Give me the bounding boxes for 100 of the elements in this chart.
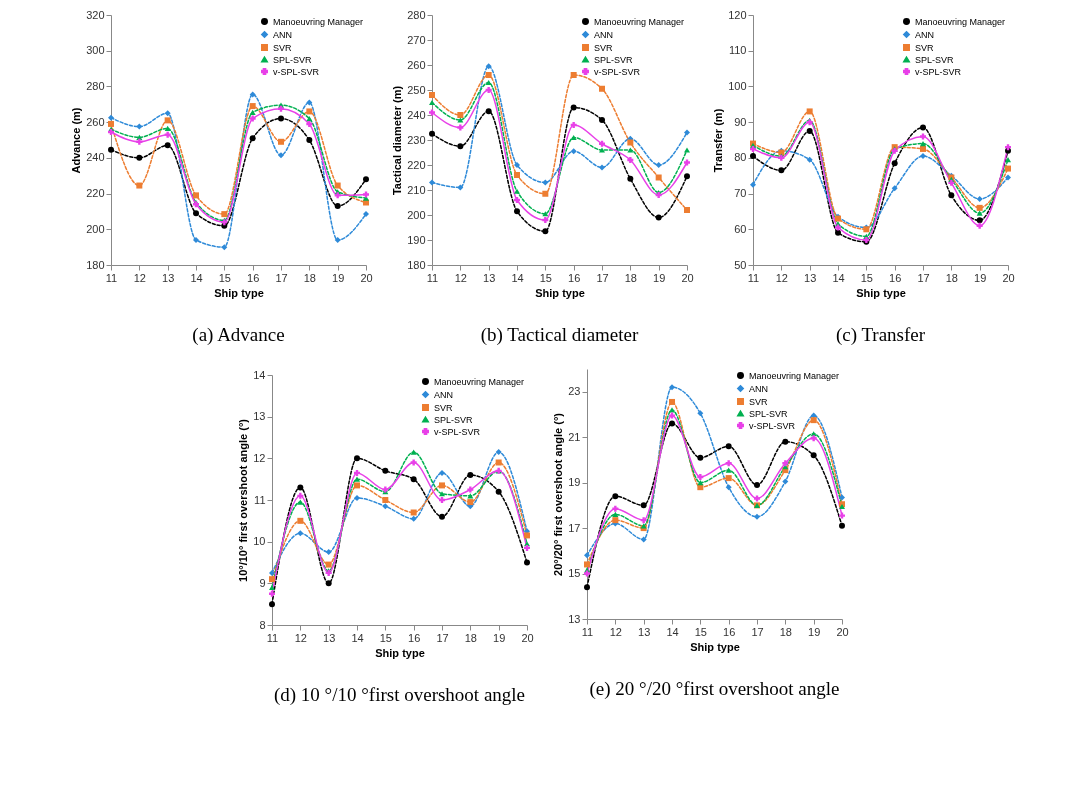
x-axis-title: Ship type	[856, 286, 906, 299]
legend-label: Manoeuvring Manager	[748, 370, 839, 381]
x-tick-label: 11	[581, 625, 593, 638]
x-tick-label: 20	[681, 271, 694, 284]
y-tick-label: 260	[407, 58, 426, 71]
x-tick-label: 19	[974, 271, 987, 284]
legend-label: Manoeuvring Manager	[273, 16, 364, 27]
x-tick-label: 12	[133, 271, 146, 284]
x-axis-title: Ship type	[689, 640, 740, 653]
y-tick-label: 9	[258, 576, 265, 589]
x-tick-label: 11	[747, 271, 760, 284]
legend-label: SPL-SVR	[915, 54, 955, 65]
y-tick-label: 10	[252, 535, 265, 548]
x-tick-label: 13	[804, 271, 817, 284]
legend-label: ANN	[594, 29, 614, 40]
x-tick-label: 19	[653, 271, 666, 284]
x-tick-label: 12	[775, 271, 788, 284]
legend-label: ANN	[273, 29, 293, 40]
legend-label: ANN	[748, 383, 768, 394]
y-tick-label: 13	[567, 612, 580, 625]
x-tick-label: 20	[360, 271, 373, 284]
text: (e) 20 °/20 °first overshoot angle	[589, 678, 839, 700]
legend-label: v-SPL-SVR	[915, 66, 962, 77]
legend-label: v-SPL-SVR	[273, 66, 320, 77]
y-tick-label: 240	[86, 151, 105, 164]
x-axis-title: Ship type	[535, 286, 585, 299]
y-tick-label: 220	[86, 187, 105, 200]
legend-label: ANN	[433, 389, 453, 400]
y-tick-label: 15	[567, 567, 580, 580]
legend-label: ANN	[915, 29, 935, 40]
y-axis-title: Tactical diameter (m)	[391, 85, 404, 196]
x-tick-label: 13	[483, 271, 496, 284]
x-tick-label: 18	[464, 631, 477, 644]
y-tick-label: 190	[407, 233, 426, 246]
x-tick-label: 20	[835, 625, 849, 638]
x-tick-label: 14	[832, 271, 845, 284]
y-tick-label: 12	[252, 451, 265, 464]
y-tick-label: 270	[407, 33, 426, 46]
x-tick-label: 17	[275, 271, 288, 284]
legend-label: SVR	[273, 42, 293, 53]
x-tick-label: 19	[807, 625, 820, 638]
x-tick-label: 14	[665, 625, 679, 638]
y-tick-label: 23	[567, 385, 580, 398]
x-tick-label: 11	[266, 631, 278, 644]
x-tick-label: 20	[1002, 271, 1015, 284]
x-axis-title: Ship type	[214, 286, 264, 299]
y-tick-label: 11	[253, 493, 265, 506]
y-tick-label: 110	[728, 44, 747, 57]
x-tick-label: 17	[596, 271, 609, 284]
x-tick-label: 12	[454, 271, 467, 284]
y-tick-label: 240	[407, 108, 426, 121]
x-tick-label: 15	[860, 271, 873, 284]
y-tick-label: 60	[734, 222, 747, 235]
y-tick-label: 210	[407, 183, 426, 196]
y-tick-label: 100	[728, 79, 747, 92]
y-tick-label: 70	[734, 187, 747, 200]
text: (b) Tactical diameter	[480, 324, 639, 346]
x-tick-label: 16	[247, 271, 260, 284]
x-tick-label: 17	[917, 271, 930, 284]
legend-label: v-SPL-SVR	[594, 66, 641, 77]
x-tick-label: 15	[379, 631, 392, 644]
legend-label: v-SPL-SVR	[748, 420, 796, 431]
y-tick-label: 21	[567, 430, 580, 443]
y-tick-label: 8	[258, 618, 265, 631]
text: (a) Advance	[192, 324, 285, 346]
x-tick-label: 20	[520, 631, 534, 644]
legend-label: Manoeuvring Manager	[433, 376, 524, 387]
y-tick-label: 250	[407, 83, 426, 96]
legend-label: SPL-SVR	[433, 414, 473, 425]
y-tick-label: 80	[734, 151, 747, 164]
y-tick-label: 280	[407, 8, 426, 21]
x-tick-label: 18	[303, 271, 316, 284]
y-tick-label: 200	[86, 222, 105, 235]
y-tick-label: 280	[86, 79, 105, 92]
x-tick-label: 19	[492, 631, 505, 644]
legend-label: Manoeuvring Manager	[594, 16, 685, 27]
y-tick-label: 13	[252, 410, 265, 423]
x-tick-label: 15	[694, 625, 707, 638]
y-axis-title: 10°/10° first overshoot angle (°)	[236, 418, 249, 582]
y-tick-label: 17	[567, 521, 580, 534]
y-axis-title: Advance (m)	[70, 107, 83, 174]
legend-label: SPL-SVR	[594, 54, 634, 65]
x-tick-label: 14	[350, 631, 364, 644]
legend-label: v-SPL-SVR	[433, 426, 481, 437]
text: (d) 10 °/10 °first overshoot angle	[273, 684, 525, 706]
x-tick-label: 18	[945, 271, 958, 284]
y-tick-label: 50	[734, 258, 747, 271]
legend-label: Manoeuvring Manager	[915, 16, 1006, 27]
y-tick-label: 260	[86, 115, 105, 128]
x-tick-label: 12	[609, 625, 622, 638]
legend-label: SPL-SVR	[273, 54, 313, 65]
x-tick-label: 17	[435, 631, 449, 644]
x-tick-label: 15	[539, 271, 552, 284]
x-tick-label: 13	[162, 271, 175, 284]
x-tick-label: 16	[722, 625, 735, 638]
y-tick-label: 230	[407, 133, 426, 146]
x-tick-label: 17	[750, 625, 764, 638]
x-tick-label: 16	[568, 271, 581, 284]
y-tick-label: 200	[407, 208, 426, 221]
text: (c) Transfer	[835, 324, 926, 346]
